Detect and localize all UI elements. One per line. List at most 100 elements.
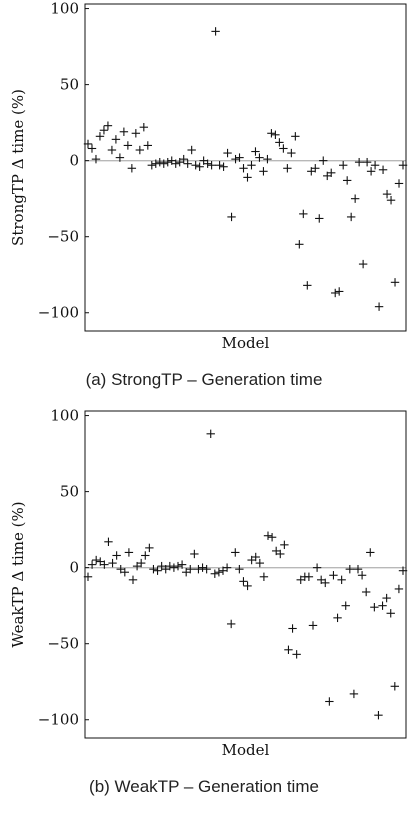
data-point: [235, 564, 244, 574]
data-point: [319, 156, 328, 165]
data-point: [386, 609, 395, 618]
data-point: [267, 129, 276, 138]
data-point: [267, 533, 277, 542]
data-point: [219, 162, 228, 171]
data-point: [198, 563, 207, 572]
data-point: [127, 164, 137, 173]
data-point: [210, 569, 220, 578]
data-point: [147, 161, 156, 170]
data-point: [386, 196, 396, 205]
data-point: [357, 571, 367, 580]
data-point: [335, 287, 344, 296]
data-point: [173, 561, 183, 571]
data-point: [239, 164, 248, 173]
data-point: [231, 548, 240, 557]
data-point: [370, 603, 379, 612]
data-point: [361, 587, 371, 597]
data-point: [165, 561, 175, 571]
data-point: [211, 27, 220, 36]
data-point: [331, 288, 340, 298]
data-point: [226, 619, 236, 629]
data-point: [159, 159, 168, 168]
data-point: [263, 531, 273, 540]
data-point: [183, 159, 192, 168]
data-point: [275, 138, 284, 147]
data-point: [342, 176, 352, 185]
data-point: [123, 141, 133, 150]
y-axis-label: StrongTP Δ time (%): [9, 89, 27, 246]
data-point: [91, 154, 101, 164]
data-point: [374, 302, 384, 311]
data-point: [153, 566, 162, 575]
data-point: [100, 560, 109, 569]
data-point: [243, 173, 252, 182]
data-point: [247, 161, 256, 170]
data-point: [119, 127, 129, 136]
data-point: [120, 568, 130, 577]
data-point: [227, 212, 236, 222]
data-point: [223, 148, 232, 158]
caption-strongtp: (a) StrongTP – Generation time: [85, 370, 323, 389]
x-axis-label: Model: [222, 741, 270, 759]
data-point: [111, 135, 121, 144]
data-point: [345, 564, 355, 574]
data-point: [327, 168, 336, 178]
data-point: [186, 564, 195, 574]
data-point: [235, 153, 244, 162]
data-point: [203, 159, 212, 168]
data-point: [259, 572, 269, 581]
data-point: [382, 593, 391, 603]
data-point: [251, 552, 260, 562]
data-point: [276, 549, 285, 559]
data-point: [136, 558, 146, 568]
data-point: [288, 624, 297, 633]
data-point: [145, 543, 154, 553]
data-point: [151, 159, 160, 168]
data-point: [149, 564, 158, 574]
y-tick-label: 0: [69, 152, 79, 170]
data-point: [279, 144, 288, 153]
data-point: [304, 572, 314, 581]
data-point: [191, 161, 200, 170]
figure-strongtp: 100 50 0 −50 −100 Model StrongTP Δ time (%) (a…: [9, 0, 408, 389]
y-tick-label: 50: [60, 76, 79, 94]
data-point: [338, 161, 348, 170]
caption-weaktp: (b) WeakTP – Generation time: [89, 777, 319, 796]
data-point: [362, 157, 372, 167]
data-point: [303, 281, 312, 290]
data-point: [394, 179, 404, 188]
weaktp-scatter-plot: 100 50 0 −50 −100 Model WeakTP Δ time (%): [9, 407, 408, 759]
data-point: [107, 145, 117, 155]
data-point: [354, 157, 364, 167]
data-point: [195, 162, 204, 171]
data-point: [103, 121, 113, 130]
y-tick-label: 100: [50, 0, 79, 18]
data-point: [215, 161, 224, 170]
data-point: [171, 159, 180, 168]
data-point: [374, 710, 383, 720]
data-point: [143, 141, 153, 150]
data-point: [222, 563, 232, 572]
data-point: [187, 145, 196, 155]
data-point: [112, 551, 121, 560]
data-point: [99, 126, 109, 135]
data-point: [312, 563, 322, 572]
data-point: [207, 161, 216, 170]
data-point: [378, 165, 388, 174]
data-point: [131, 129, 141, 138]
y-tick-label: −100: [38, 711, 79, 729]
data-point: [141, 551, 150, 560]
data-point: [284, 645, 293, 654]
data-point: [280, 540, 289, 550]
data-point: [292, 650, 301, 659]
data-point: [337, 575, 346, 585]
data-point: [108, 558, 117, 568]
data-point: [370, 161, 380, 170]
data-point: [358, 259, 368, 269]
data-point: [283, 164, 292, 173]
data-point: [169, 563, 179, 572]
data-point: [155, 157, 164, 167]
data-point: [214, 568, 224, 577]
data-point: [341, 601, 350, 610]
data-point: [321, 578, 330, 588]
